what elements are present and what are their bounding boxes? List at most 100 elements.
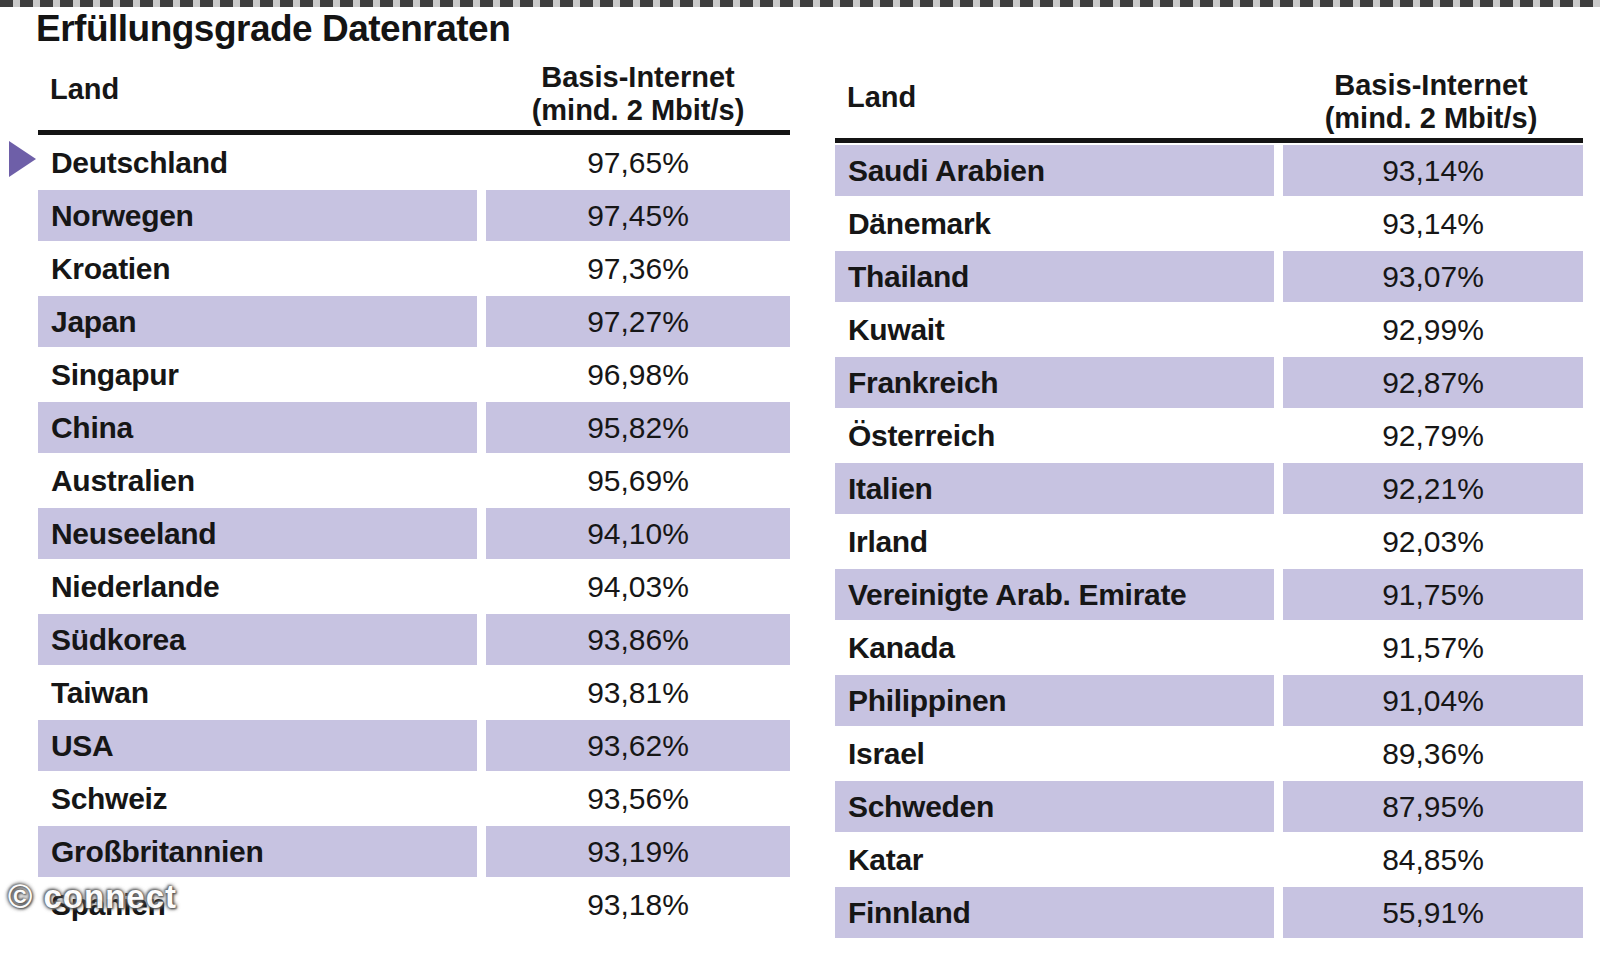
- country-cell: Vereinigte Arab. Emirate: [835, 569, 1274, 620]
- value-cell: 87,95%: [1283, 781, 1583, 832]
- country-label: Schweiz: [51, 782, 167, 816]
- value-label: 93,19%: [587, 835, 689, 869]
- value-label: 93,14%: [1382, 207, 1484, 241]
- country-label: Irland: [848, 525, 928, 559]
- table-row: Italien 92,21%: [835, 463, 1583, 514]
- value-cell: 94,10%: [486, 508, 790, 559]
- table-row: Kanada 91,57%: [835, 622, 1583, 673]
- germany-marker-arrow-icon: [9, 141, 36, 177]
- table-row: Dänemark 93,14%: [835, 198, 1583, 249]
- country-label: Finnland: [848, 896, 971, 930]
- column-header-basis-internet: Basis-Internet (mind. 2 Mbit/s): [1279, 69, 1583, 135]
- table-right-rows: Saudi Arabien 93,14% Dänemark 93,14% Tha…: [835, 143, 1583, 938]
- value-cell: 94,03%: [486, 561, 790, 612]
- country-cell: Katar: [835, 834, 1274, 885]
- value-label: 55,91%: [1382, 896, 1484, 930]
- value-label: 94,10%: [587, 517, 689, 551]
- table-row: Deutschland 97,65%: [38, 137, 790, 188]
- country-cell: Dänemark: [835, 198, 1274, 249]
- table-row: Südkorea 93,86%: [38, 614, 790, 665]
- table-row: Norwegen 97,45%: [38, 190, 790, 241]
- country-cell: Italien: [835, 463, 1274, 514]
- value-cell: 84,85%: [1283, 834, 1583, 885]
- country-label: Israel: [848, 737, 925, 771]
- table-row: Schweiz 93,56%: [38, 773, 790, 824]
- value-label: 95,69%: [587, 464, 689, 498]
- table-row: Singapur 96,98%: [38, 349, 790, 400]
- table-right: Land Basis-Internet (mind. 2 Mbit/s) Sau…: [835, 64, 1583, 938]
- table-row: USA 93,62%: [38, 720, 790, 771]
- table-row: Katar 84,85%: [835, 834, 1583, 885]
- country-cell: Japan: [38, 296, 477, 347]
- country-cell: Philippinen: [835, 675, 1274, 726]
- country-label: Thailand: [848, 260, 969, 294]
- value-label: 97,27%: [587, 305, 689, 339]
- country-cell: Finnland: [835, 887, 1274, 938]
- table-row: Frankreich 92,87%: [835, 357, 1583, 408]
- value-label: 97,36%: [587, 252, 689, 286]
- table-row: Österreich 92,79%: [835, 410, 1583, 461]
- column-header-land: Land: [50, 73, 119, 106]
- country-label: Südkorea: [51, 623, 185, 657]
- country-label: Deutschland: [51, 146, 228, 180]
- country-label: Norwegen: [51, 199, 194, 233]
- column-header-basis-internet-line1: Basis-Internet: [1279, 69, 1583, 102]
- country-cell: Singapur: [38, 349, 477, 400]
- country-label: Kanada: [848, 631, 955, 665]
- country-cell: Deutschland: [38, 137, 477, 188]
- table-row: Niederlande 94,03%: [38, 561, 790, 612]
- country-cell: Österreich: [835, 410, 1274, 461]
- country-label: Neuseeland: [51, 517, 216, 551]
- value-label: 95,82%: [587, 411, 689, 445]
- table-row: Philippinen 91,04%: [835, 675, 1583, 726]
- value-cell: 97,65%: [486, 137, 790, 188]
- value-cell: 95,82%: [486, 402, 790, 453]
- table-row: Taiwan 93,81%: [38, 667, 790, 718]
- country-label: Kuwait: [848, 313, 945, 347]
- value-label: 93,56%: [587, 782, 689, 816]
- table-row: Kuwait 92,99%: [835, 304, 1583, 355]
- value-cell: 91,57%: [1283, 622, 1583, 673]
- table-left: Land Basis-Internet (mind. 2 Mbit/s) Deu…: [38, 56, 790, 930]
- country-cell: Israel: [835, 728, 1274, 779]
- country-label: Großbritannien: [51, 835, 263, 869]
- value-label: 97,45%: [587, 199, 689, 233]
- country-cell: Schweiz: [38, 773, 477, 824]
- value-label: 93,62%: [587, 729, 689, 763]
- table-left-rows: Deutschland 97,65% Norwegen 97,45% Kroat…: [38, 135, 790, 930]
- country-cell: China: [38, 402, 477, 453]
- country-label: Dänemark: [848, 207, 991, 241]
- value-cell: 93,56%: [486, 773, 790, 824]
- value-label: 93,14%: [1382, 154, 1484, 188]
- value-cell: 97,36%: [486, 243, 790, 294]
- table-row: Saudi Arabien 93,14%: [835, 145, 1583, 196]
- column-header-basis-internet: Basis-Internet (mind. 2 Mbit/s): [486, 61, 790, 127]
- value-cell: 93,62%: [486, 720, 790, 771]
- value-cell: 89,36%: [1283, 728, 1583, 779]
- country-label: Kroatien: [51, 252, 170, 286]
- value-cell: 97,45%: [486, 190, 790, 241]
- table-row: Vereinigte Arab. Emirate 91,75%: [835, 569, 1583, 620]
- value-label: 84,85%: [1382, 843, 1484, 877]
- column-header-basis-internet-line2: (mind. 2 Mbit/s): [486, 94, 790, 127]
- value-label: 93,86%: [587, 623, 689, 657]
- value-label: 93,81%: [587, 676, 689, 710]
- value-label: 91,04%: [1382, 684, 1484, 718]
- value-cell: 93,19%: [486, 826, 790, 877]
- value-label: 97,65%: [587, 146, 689, 180]
- value-label: 91,57%: [1382, 631, 1484, 665]
- country-label: Österreich: [848, 419, 995, 453]
- value-cell: 93,18%: [486, 879, 790, 930]
- value-label: 92,99%: [1382, 313, 1484, 347]
- country-cell: Thailand: [835, 251, 1274, 302]
- table-row: Israel 89,36%: [835, 728, 1583, 779]
- country-cell: Taiwan: [38, 667, 477, 718]
- table-row: China 95,82%: [38, 402, 790, 453]
- value-label: 92,03%: [1382, 525, 1484, 559]
- value-cell: 93,07%: [1283, 251, 1583, 302]
- country-cell: Schweden: [835, 781, 1274, 832]
- country-label: USA: [51, 729, 113, 763]
- table-row: Finnland 55,91%: [835, 887, 1583, 938]
- country-cell: Südkorea: [38, 614, 477, 665]
- country-cell: Kuwait: [835, 304, 1274, 355]
